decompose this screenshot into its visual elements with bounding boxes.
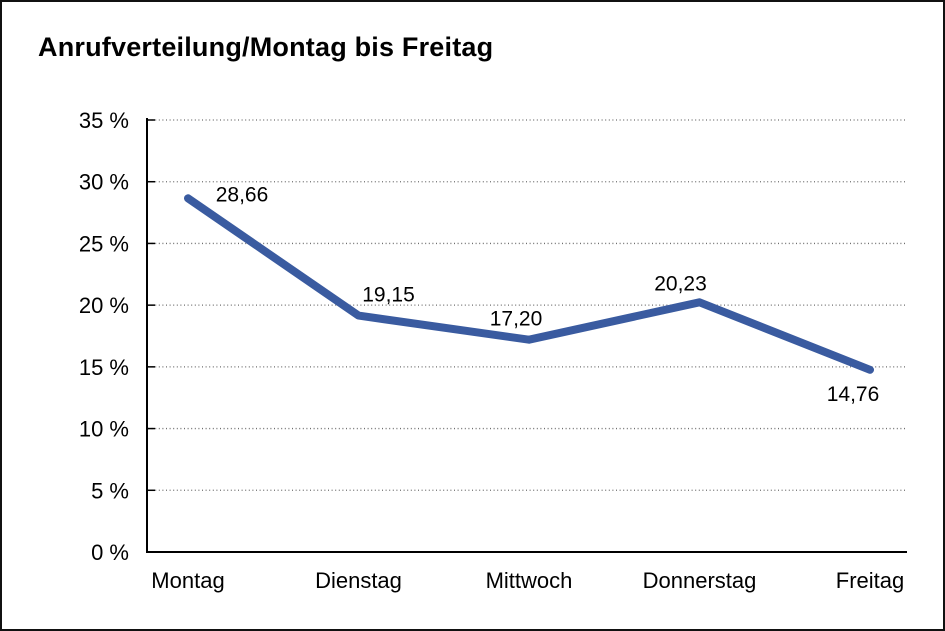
chart-title: Anrufverteilung/Montag bis Freitag <box>38 32 494 62</box>
data-series-line <box>184 194 874 374</box>
y-axis-label: 20 % <box>79 293 129 318</box>
x-axis-label: Dienstag <box>315 568 402 593</box>
y-axis-label: 35 % <box>79 108 129 133</box>
data-point-label: 20,23 <box>654 272 707 295</box>
x-axis-label: Mittwoch <box>486 568 573 593</box>
y-axis-label: 25 % <box>79 231 129 256</box>
x-axis-label: Donnerstag <box>643 568 757 593</box>
data-point-label: 28,66 <box>216 183 269 206</box>
data-point-label: 19,15 <box>362 284 415 307</box>
y-axis-label: 30 % <box>79 170 129 195</box>
y-axis-label: 0 % <box>91 540 129 565</box>
y-axis-label: 10 % <box>79 417 129 442</box>
data-point-label: 14,76 <box>827 383 880 406</box>
x-axis-label: Montag <box>151 568 224 593</box>
y-axis-label: 5 % <box>91 478 129 503</box>
data-point-label: 17,20 <box>490 308 543 331</box>
y-axis-label: 15 % <box>79 355 129 380</box>
x-axis-label: Freitag <box>836 568 904 593</box>
